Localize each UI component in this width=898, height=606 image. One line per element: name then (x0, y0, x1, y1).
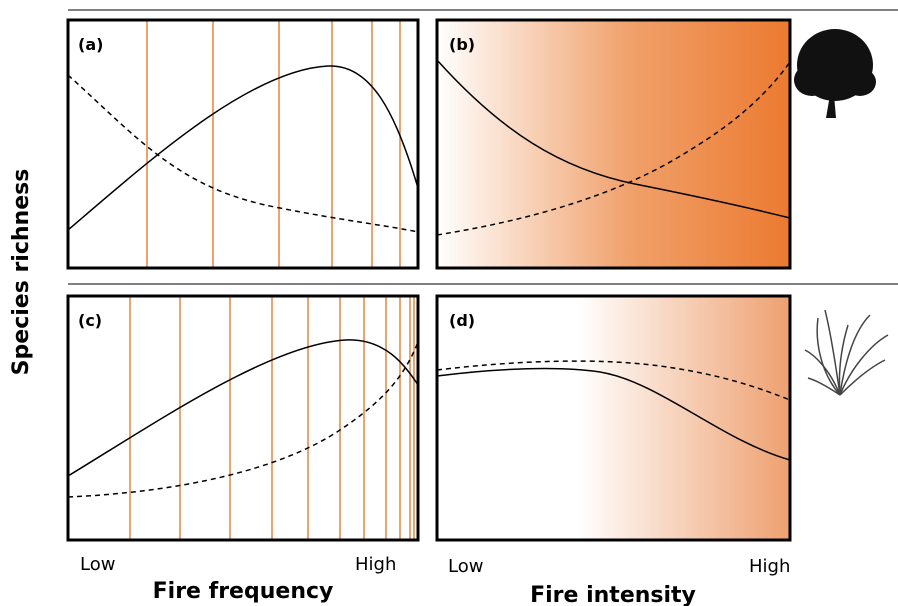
frame (66, 18, 420, 270)
tree-icon (794, 29, 876, 118)
curve (67, 339, 419, 477)
panel-label: (d) (449, 311, 475, 330)
curve (67, 74, 419, 233)
gradient (437, 20, 790, 268)
panel-label: (c) (78, 311, 102, 330)
curve (67, 65, 419, 231)
panel-label: (a) (78, 35, 103, 54)
frame (435, 18, 792, 270)
fire-lines (146, 20, 401, 268)
panel-b: (b) (435, 18, 792, 270)
x-axis-title: Fire frequency (153, 579, 334, 604)
gradient (437, 296, 790, 540)
panel-d: (d) (435, 294, 792, 542)
fire-lines (129, 296, 415, 540)
x-high-label: High (355, 554, 396, 575)
grass-icon (804, 309, 889, 396)
curve (67, 341, 419, 498)
x-low-label: Low (80, 554, 115, 575)
x-high-label: High (749, 556, 790, 577)
curve (436, 59, 791, 219)
panel-a: (a) (66, 18, 420, 270)
x-low-label: Low (448, 556, 483, 577)
x-axis-title: Fire intensity (530, 583, 696, 606)
y-axis-title: Species richness (9, 169, 34, 376)
curve (436, 360, 791, 401)
frame (435, 294, 792, 542)
panel-label: (b) (449, 35, 475, 54)
curve (436, 367, 791, 461)
panel-c: (c) (66, 294, 420, 542)
curve (436, 61, 791, 236)
frame (66, 294, 420, 542)
